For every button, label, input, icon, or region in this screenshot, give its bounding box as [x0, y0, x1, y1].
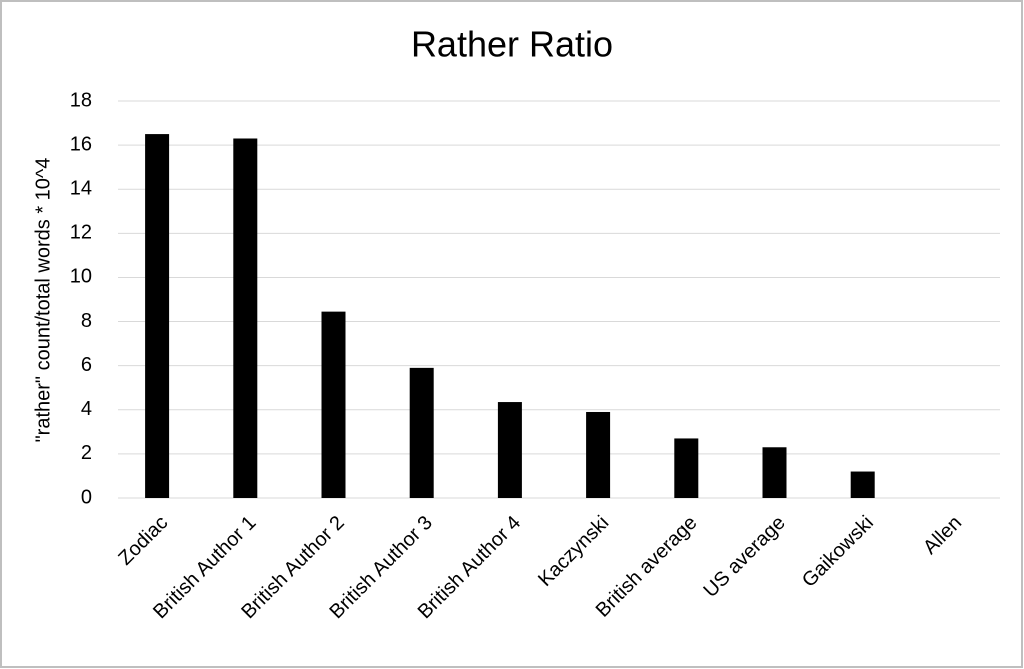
y-tick-label: 10 — [70, 266, 92, 288]
y-tick-label: 0 — [81, 486, 92, 508]
bar — [321, 311, 346, 498]
bar — [233, 138, 258, 498]
y-tick-label: 8 — [81, 310, 92, 332]
y-tick-label: 12 — [70, 222, 92, 244]
bar — [850, 471, 875, 498]
bar — [409, 367, 434, 498]
y-tick-label: 18 — [70, 89, 92, 111]
bar — [586, 411, 611, 498]
y-tick-label: 4 — [81, 398, 92, 420]
y-tick-label: 14 — [70, 178, 92, 200]
y-tick-label: 16 — [70, 133, 92, 155]
chart-title: Rather Ratio — [411, 24, 613, 65]
bar — [762, 447, 787, 498]
bar — [145, 134, 170, 499]
y-tick-label: 6 — [81, 354, 92, 376]
y-axis-label: "rather" count/total words * 10^4 — [32, 158, 54, 443]
bar — [674, 438, 699, 498]
y-tick-label: 2 — [81, 442, 92, 464]
bar — [497, 402, 522, 498]
